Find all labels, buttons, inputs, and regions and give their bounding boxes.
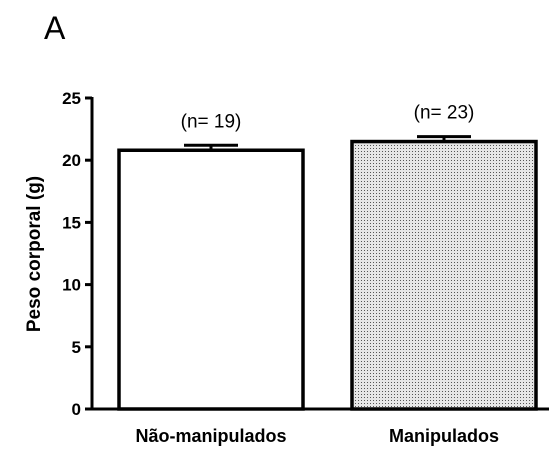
y-tick-label: 10 [62, 276, 81, 295]
bars [117, 135, 538, 411]
y-tick-label: 20 [62, 151, 81, 170]
y-axis: 0 5 10 15 20 25 [62, 89, 94, 419]
bar-manipulados [350, 139, 538, 411]
y-axis-title: Peso corporal (g) [24, 176, 45, 332]
sample-size-label: (n= 19) [181, 111, 242, 132]
category-labels: Não-manipulados Manipulados [135, 426, 499, 446]
sample-size-labels: (n= 19) (n= 23) [181, 103, 475, 133]
y-tick-label: 0 [72, 400, 81, 419]
y-tick-label: 5 [72, 338, 81, 357]
category-label: Não-manipulados [135, 426, 286, 446]
bar-nao-manipulados [117, 148, 305, 411]
y-ticks: 0 5 10 15 20 25 [62, 89, 92, 419]
category-label: Manipulados [389, 426, 499, 446]
sample-size-label: (n= 23) [414, 103, 475, 124]
y-tick-label: 25 [62, 89, 81, 108]
y-tick-label: 15 [62, 213, 81, 232]
panel-letter: A [44, 10, 66, 46]
